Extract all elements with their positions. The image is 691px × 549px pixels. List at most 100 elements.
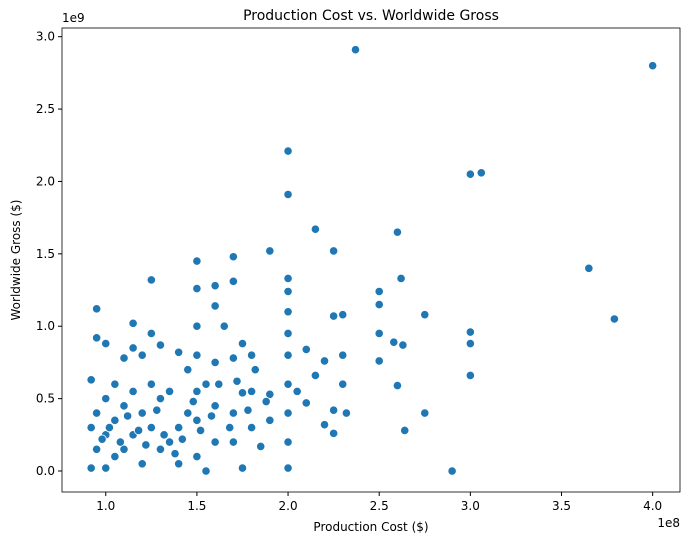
- point: [228, 276, 238, 286]
- point: [648, 61, 658, 71]
- point: [283, 307, 293, 317]
- point: [329, 405, 339, 415]
- point: [392, 227, 403, 237]
- y-offset-label: 1e9: [62, 11, 85, 25]
- point: [164, 386, 175, 396]
- point: [210, 401, 220, 411]
- point: [246, 350, 257, 360]
- point: [292, 386, 302, 396]
- point: [152, 405, 162, 415]
- point: [155, 340, 166, 350]
- point: [319, 356, 330, 366]
- point: [420, 408, 430, 418]
- point: [243, 405, 253, 415]
- point: [210, 357, 220, 368]
- point: [465, 169, 475, 179]
- point: [192, 386, 202, 396]
- point: [228, 437, 238, 447]
- y-axis-label: Worldwide Gross ($): [9, 200, 23, 321]
- point: [192, 283, 202, 294]
- point: [97, 434, 107, 444]
- point: [465, 370, 475, 381]
- point: [232, 376, 242, 386]
- point: [192, 321, 202, 331]
- point: [188, 396, 198, 407]
- point: [283, 379, 293, 389]
- x-tick-label: 2.0: [279, 499, 298, 513]
- point: [283, 189, 293, 200]
- y-tick-label: 0.0: [36, 464, 55, 478]
- point: [119, 353, 129, 363]
- point: [92, 333, 102, 343]
- point: [141, 440, 151, 450]
- point: [584, 263, 594, 273]
- point: [137, 350, 147, 360]
- point: [174, 422, 184, 433]
- point: [420, 310, 430, 320]
- point: [192, 350, 202, 360]
- point: [283, 286, 293, 297]
- point: [265, 415, 275, 425]
- point: [374, 286, 384, 297]
- point: [214, 379, 224, 389]
- point: [237, 339, 248, 349]
- plot-frame: [61, 27, 681, 493]
- point: [137, 408, 147, 418]
- point: [256, 441, 266, 451]
- point: [155, 444, 166, 454]
- point: [476, 168, 486, 178]
- point: [183, 408, 193, 418]
- point: [374, 356, 384, 366]
- y-tick-label: 3.0: [36, 30, 55, 44]
- point: [310, 224, 320, 234]
- point: [338, 310, 348, 320]
- point: [283, 350, 293, 360]
- point: [146, 275, 156, 285]
- y-tick-label: 2.0: [36, 174, 55, 188]
- point: [92, 444, 102, 454]
- point: [86, 422, 96, 433]
- point: [119, 401, 129, 411]
- point: [250, 365, 260, 375]
- point: [101, 394, 111, 404]
- point: [283, 463, 293, 473]
- point: [283, 408, 293, 418]
- point: [183, 365, 193, 375]
- point: [92, 304, 102, 314]
- point: [92, 408, 102, 418]
- point: [246, 422, 257, 433]
- point: [219, 321, 229, 331]
- point: [201, 466, 211, 476]
- point: [225, 422, 235, 433]
- point: [192, 415, 202, 425]
- point: [206, 411, 217, 421]
- point: [398, 340, 408, 350]
- point: [228, 353, 238, 363]
- point: [301, 398, 311, 408]
- point: [447, 466, 457, 476]
- point: [177, 434, 187, 444]
- x-tick-label: 2.5: [370, 499, 389, 513]
- y-tick-label: 1.5: [36, 247, 55, 261]
- point: [228, 408, 238, 418]
- point: [146, 379, 156, 389]
- chart-title: Production Cost vs. Worldwide Gross: [243, 8, 499, 24]
- x-offset-label: 1e8: [657, 516, 680, 530]
- point: [350, 45, 361, 55]
- point: [128, 343, 138, 353]
- point: [174, 347, 184, 357]
- point: [170, 449, 180, 459]
- point: [283, 146, 293, 156]
- point: [104, 422, 114, 433]
- point: [210, 281, 220, 291]
- x-tick-label: 4.0: [643, 499, 662, 513]
- point: [228, 252, 238, 262]
- point: [389, 337, 399, 347]
- point: [396, 273, 406, 284]
- point: [283, 437, 293, 447]
- point: [310, 370, 320, 381]
- point: [86, 463, 96, 473]
- point: [195, 425, 206, 436]
- point: [128, 386, 138, 396]
